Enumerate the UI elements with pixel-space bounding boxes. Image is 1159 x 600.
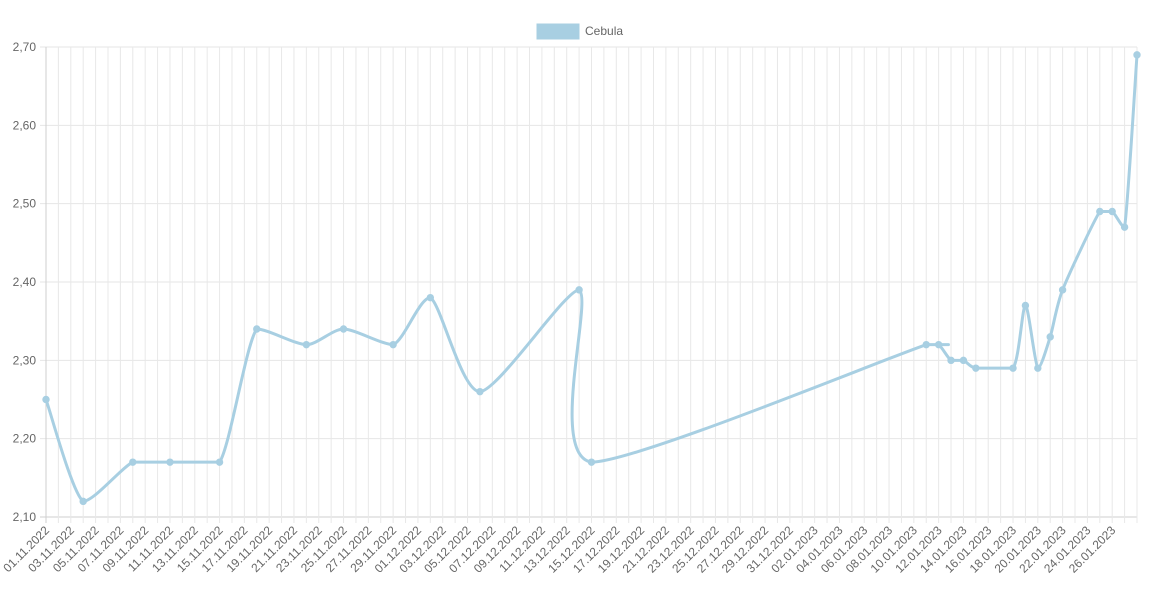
legend[interactable]: Cebula: [536, 23, 623, 40]
data-point[interactable]: [339, 325, 348, 333]
series-line: [44, 53, 1139, 503]
data-point[interactable]: [215, 458, 224, 466]
data-point[interactable]: [972, 364, 980, 372]
legend-swatch: [536, 23, 580, 40]
data-point[interactable]: [1009, 364, 1017, 372]
grid-lines: [40, 46, 1138, 523]
y-tick-label: 2,50: [13, 197, 37, 211]
data-point[interactable]: [129, 458, 137, 466]
data-point[interactable]: [575, 286, 583, 294]
data-point[interactable]: [476, 387, 484, 396]
legend-label: Cebula: [585, 24, 623, 38]
data-point[interactable]: [79, 497, 87, 506]
y-axis: 2,10 2,20 2,30 2,40 2,50 2,60 2,70: [13, 40, 37, 524]
y-tick-label: 2,60: [13, 118, 37, 132]
x-axis: 01.11.202203.11.202205.11.202207.11.2022…: [0, 523, 1118, 576]
y-tick-label: 2,10: [13, 510, 37, 524]
data-point[interactable]: [1108, 207, 1116, 216]
data-point[interactable]: [1096, 207, 1104, 216]
series-layer: [42, 51, 1141, 506]
data-point[interactable]: [587, 458, 596, 466]
data-point[interactable]: [253, 325, 261, 333]
data-point[interactable]: [1133, 51, 1141, 59]
y-tick-label: 2,70: [13, 40, 37, 54]
y-tick-label: 2,40: [13, 275, 37, 289]
data-point[interactable]: [166, 458, 174, 466]
data-point[interactable]: [426, 293, 435, 302]
data-point[interactable]: [959, 356, 968, 365]
y-tick-label: 2,20: [13, 432, 37, 446]
data-point[interactable]: [922, 340, 930, 349]
data-point[interactable]: [1046, 333, 1054, 341]
data-point[interactable]: [1120, 223, 1129, 231]
y-tick-label: 2,30: [13, 353, 37, 367]
data-point[interactable]: [1058, 286, 1067, 294]
data-point[interactable]: [1034, 364, 1042, 372]
data-point[interactable]: [302, 340, 311, 349]
data-point[interactable]: [934, 340, 943, 349]
data-point[interactable]: [947, 356, 955, 365]
data-point[interactable]: [42, 395, 50, 404]
data-point[interactable]: [1021, 301, 1030, 310]
data-point[interactable]: [389, 340, 397, 349]
